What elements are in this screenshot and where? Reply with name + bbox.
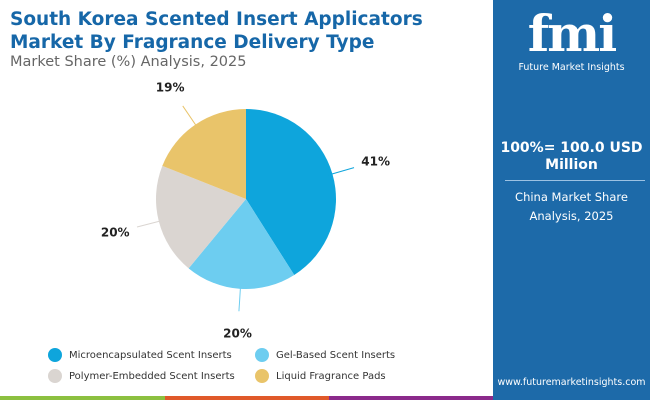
legend-label: Gel-Based Scent Inserts: [276, 349, 396, 361]
data-label: 41%: [361, 154, 390, 168]
market-caption: China Market Share Analysis, 2025: [515, 190, 628, 223]
legend-label: Liquid Fragrance Pads: [276, 370, 386, 382]
pie-slice: [246, 109, 337, 275]
pie-slice: [162, 109, 246, 199]
sidebar: fmi Future Market Insights 100%= 100.0 U…: [493, 0, 650, 400]
data-label: 20%: [223, 327, 252, 340]
legend-label: Polymer-Embedded Scent Inserts: [69, 370, 235, 382]
leader-line: [238, 284, 242, 312]
pie-chart: 41% 20% 20% 19%: [101, 80, 390, 340]
divider: [505, 180, 645, 181]
pie-slice: [188, 199, 295, 289]
legend-label: Microencapsulated Scent Inserts: [69, 349, 232, 361]
legend-swatch: [48, 369, 62, 383]
pie-slice: [156, 165, 246, 269]
legend-item: Gel-Based Scent Inserts: [255, 348, 395, 362]
legend-item: Microencapsulated Scent Inserts: [48, 348, 232, 362]
logo-name: Future Market Insights: [518, 62, 625, 73]
website-url: www.futuremarketinsights.com: [497, 377, 646, 388]
legend-item: Polymer-Embedded Scent Inserts: [48, 369, 235, 383]
leader-line: [182, 105, 199, 129]
data-label: 19%: [156, 80, 185, 94]
leader-line: [327, 167, 355, 176]
footer-stripe-purple: [329, 396, 493, 400]
fmi-logo: fmi Future Market Insights: [493, 4, 650, 74]
data-label: 20%: [101, 226, 130, 240]
footer-stripe-green: [0, 396, 165, 400]
chart-subtitle: Market Share (%) Analysis, 2025: [10, 54, 247, 70]
legend-swatch: [255, 369, 269, 383]
footer-stripe-orange: [165, 396, 329, 400]
legend-item: Liquid Fragrance Pads: [255, 369, 386, 383]
market-total: 100%= 100.0 USD Million: [500, 140, 643, 173]
chart-title: South Korea Scented Insert Applicators M…: [10, 9, 423, 53]
legend-swatch: [48, 348, 62, 362]
leader-line: [136, 219, 164, 228]
legend-swatch: [255, 348, 269, 362]
logo-mark: fmi: [527, 4, 617, 63]
